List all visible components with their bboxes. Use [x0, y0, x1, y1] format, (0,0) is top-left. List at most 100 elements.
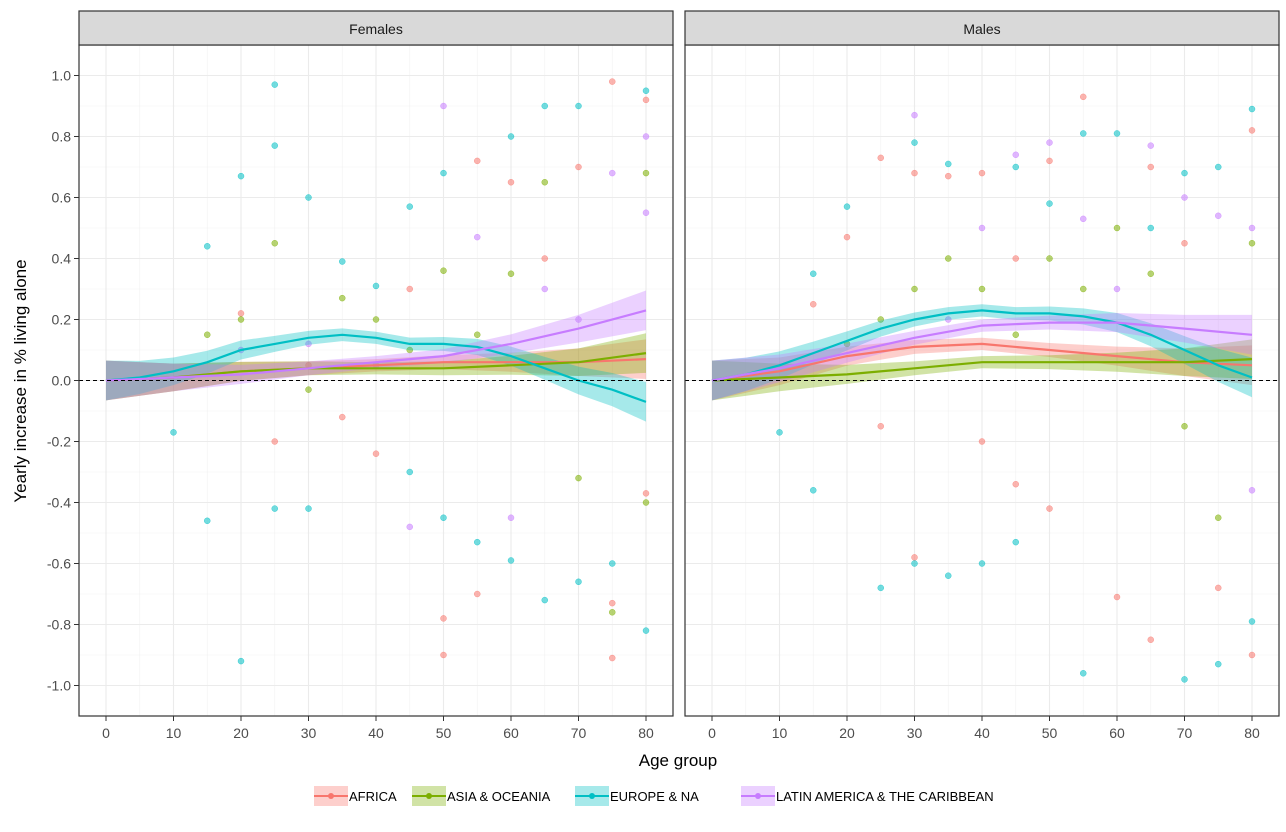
data-point	[1147, 270, 1154, 277]
data-point	[1147, 142, 1154, 149]
data-point	[978, 224, 986, 232]
data-point	[305, 194, 312, 201]
data-point	[1012, 331, 1019, 338]
x-tick-label: 60	[503, 725, 519, 741]
data-point	[1012, 255, 1019, 262]
data-point	[978, 438, 986, 445]
confidence-band	[712, 339, 1252, 401]
y-tick-label: -0.2	[47, 434, 71, 450]
smooth-line	[711, 321, 1253, 382]
data-point	[945, 255, 952, 262]
data-point	[204, 243, 211, 250]
data-point	[507, 557, 515, 564]
data-point	[911, 554, 918, 561]
data-point	[271, 505, 278, 512]
data-point	[1080, 670, 1087, 677]
data-point	[474, 157, 481, 165]
data-point	[1113, 285, 1121, 293]
facet-strip	[78, 10, 674, 46]
data-point	[339, 413, 346, 421]
y-tick-label: 1.0	[52, 68, 72, 84]
data-point	[271, 142, 278, 149]
data-point	[843, 233, 851, 241]
x-tick-label: 0	[102, 725, 110, 741]
data-point	[642, 87, 650, 94]
data-point	[440, 267, 447, 274]
data-point	[1215, 514, 1222, 521]
data-point	[1215, 584, 1222, 592]
data-point	[1248, 240, 1256, 247]
data-point	[1113, 224, 1121, 232]
y-tick-label: 0.2	[52, 312, 72, 328]
legend-key-point	[426, 793, 432, 799]
data-point	[372, 316, 380, 323]
y-tick-label: 0.4	[52, 251, 72, 267]
legend-label: ASIA & OCEANIA	[447, 789, 551, 804]
data-point	[541, 596, 548, 604]
x-tick-label: 20	[839, 725, 855, 741]
data-point	[372, 282, 380, 290]
data-point	[1080, 285, 1087, 293]
facet-strip	[684, 10, 1280, 46]
data-point	[204, 331, 211, 338]
data-point	[978, 169, 986, 177]
data-point	[305, 340, 312, 348]
data-point	[877, 154, 884, 162]
data-point	[474, 331, 481, 338]
data-point	[911, 111, 918, 119]
data-point	[339, 294, 346, 302]
data-point	[237, 316, 245, 323]
x-tick-label: 80	[1244, 725, 1260, 741]
confidence-band	[106, 290, 646, 401]
x-tick-label: 0	[708, 725, 716, 741]
data-point	[978, 560, 986, 567]
data-point	[642, 169, 650, 177]
data-point	[575, 316, 582, 323]
data-point	[843, 203, 851, 210]
data-point	[507, 133, 515, 140]
data-point	[1147, 636, 1154, 643]
legend-item: LATIN AMERICA & THE CARIBBEAN	[741, 786, 994, 806]
x-tick-label: 70	[571, 725, 587, 741]
data-point	[1248, 127, 1256, 134]
x-tick-label: 30	[301, 725, 317, 741]
data-point	[1046, 139, 1053, 146]
data-point	[575, 102, 582, 110]
data-point	[609, 78, 616, 85]
data-point	[945, 172, 952, 180]
data-point	[170, 429, 177, 436]
data-point	[1012, 151, 1019, 159]
data-point	[1181, 423, 1188, 430]
y-tick-label: -0.4	[47, 495, 71, 511]
data-point	[945, 572, 952, 579]
data-point	[609, 609, 616, 616]
data-point	[474, 233, 481, 241]
data-point	[575, 474, 582, 482]
x-tick-label: 10	[166, 725, 182, 741]
data-point	[810, 270, 817, 277]
data-point	[1012, 538, 1019, 546]
data-point	[507, 270, 515, 277]
data-point	[609, 654, 616, 662]
data-point	[271, 81, 278, 88]
facet-label: Males	[963, 21, 1000, 37]
legend-item: EUROPE & NA	[575, 786, 699, 806]
y-tick-label: -0.6	[47, 556, 71, 572]
data-point	[339, 258, 346, 265]
x-tick-label: 70	[1177, 725, 1193, 741]
data-point	[642, 490, 650, 497]
smooth-line	[711, 309, 1253, 382]
data-point	[945, 160, 952, 168]
data-point	[541, 102, 548, 110]
data-point	[1147, 163, 1154, 171]
data-point	[810, 487, 817, 494]
confidence-band	[106, 328, 646, 422]
data-point	[609, 560, 616, 567]
x-tick-label: 40	[368, 725, 384, 741]
data-point	[271, 438, 278, 445]
legend-label: AFRICA	[349, 789, 397, 804]
data-point	[642, 209, 650, 216]
data-point	[474, 590, 481, 598]
data-point	[237, 310, 245, 317]
